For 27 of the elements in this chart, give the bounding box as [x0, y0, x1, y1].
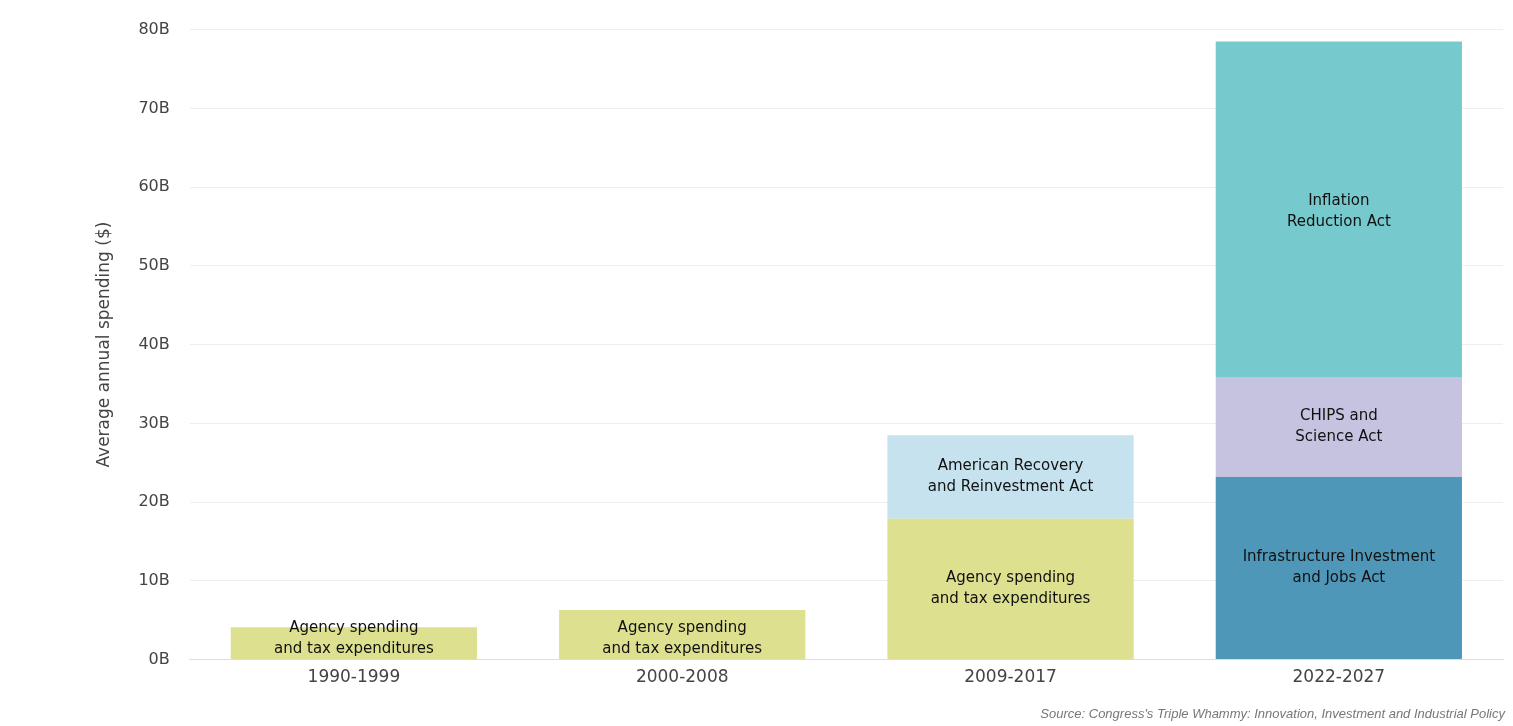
y-tick-label: 10B	[138, 570, 170, 590]
y-tick-label: 20B	[138, 491, 170, 511]
bar	[887, 435, 1134, 519]
series-label: Agency spending and tax expenditures	[274, 617, 434, 657]
series-label: Inflation Reduction Act	[1286, 191, 1391, 231]
y-tick-label: 80B	[138, 18, 170, 38]
bar	[1215, 376, 1462, 477]
bar	[1215, 41, 1462, 377]
series-label: Infrastructure Investment and Jobs Act	[1242, 547, 1436, 587]
series-label: CHIPS and Science Act	[1295, 406, 1383, 446]
y-tick-label: 30B	[138, 412, 170, 432]
bar	[1215, 476, 1462, 660]
y-tick-label: 50B	[138, 255, 170, 275]
x-tick-label: 2009-2017	[964, 666, 1057, 687]
x-tick-label: 2000-2008	[635, 666, 729, 687]
bar	[887, 518, 1134, 660]
y-tick-label: 0B	[148, 648, 170, 668]
y-axis-title: Average annual spending ($)	[92, 221, 113, 468]
x-tick-label: 2022-2027	[1292, 666, 1386, 687]
series-label: American Recovery and Reinvestment Act	[927, 456, 1094, 496]
y-tick-label: 60B	[138, 176, 170, 196]
source-note: Source: Congress's Triple Whammy: Innovation, Investment and Industrial Policy	[1040, 706, 1507, 721]
y-tick-label: 40B	[138, 333, 170, 353]
y-tick-label: 70B	[138, 97, 170, 117]
x-tick-label: 1990-1999	[307, 666, 401, 687]
text: Agency spending and tax expenditures	[602, 617, 763, 657]
text: Agency spending and tax expenditures	[930, 568, 1091, 608]
